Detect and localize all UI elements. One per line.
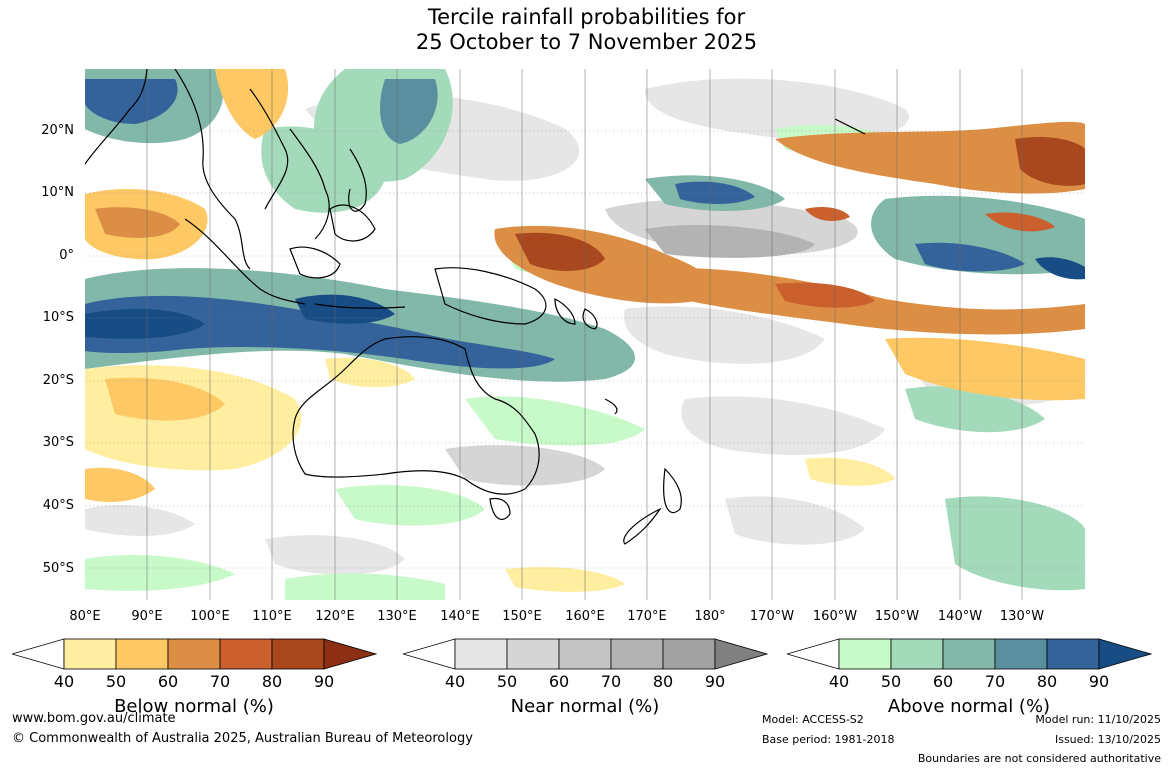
near-tick-70: 70 [600,672,622,691]
lon-label-140e: 140°E [440,609,480,624]
below-tick-80: 80 [261,672,283,691]
colorbar-segment [890,638,944,670]
above-tick-60: 60 [932,672,954,691]
colorbar-segment [115,638,169,670]
colorbar-segment [610,638,664,670]
map-title-line-1: Tercile rainfall probabilities for [427,5,746,29]
below-normal-title: Below normal (%) [114,696,274,717]
colorbar-segment [454,638,508,670]
colorbar-segment-high [714,638,769,670]
below-tick-40: 40 [53,672,75,691]
below-tick-50: 50 [105,672,127,691]
lon-label-90e: 90°E [131,609,163,624]
near-tick-90: 90 [704,672,726,691]
lat-label-20s: 20°S [42,373,74,388]
lon-label-160e: 160°E [565,609,605,624]
lon-label-180: 180° [694,609,726,624]
probability-map [85,69,1085,600]
model-name: Model: ACCESS-S2 [762,713,864,726]
colorbar-segment-high [323,638,378,670]
colorbar-segment-low [12,638,65,670]
above-normal-colorbar [787,638,1153,670]
meridians [146,69,1023,600]
near-tick-80: 80 [652,672,674,691]
lat-label-10n: 10°N [41,185,74,200]
colorbar-segment [167,638,221,670]
lat-label-20n: 20°N [41,123,74,138]
lon-label-130e: 130°E [377,609,417,624]
lon-label-170w: 170°W [749,609,795,624]
copyright: © Commonwealth of Australia 2025, Austra… [12,731,473,746]
near-normal-title: Near normal (%) [510,696,660,717]
lon-label-150e: 150°E [502,609,542,624]
rainfall-probability-field [85,69,1085,600]
above-normal-patches [85,69,1085,600]
lon-label-80e: 80°E [69,609,101,624]
colorbar-segment-high [1098,638,1153,670]
lat-label-50s: 50°S [42,561,74,576]
colorbar-segment [838,638,892,670]
above-tick-90: 90 [1088,672,1110,691]
below-tick-60: 60 [157,672,179,691]
below-normal-colorbar [12,638,378,670]
above-tick-40: 40 [828,672,850,691]
boundaries-disclaimer: Boundaries are not considered authoritat… [917,752,1161,765]
lon-label-100e: 100°E [190,609,230,624]
colorbar-segment [219,638,273,670]
issued-date: Issued: 13/10/2025 [1054,733,1161,746]
below-tick-90: 90 [313,672,335,691]
above-normal-title: Above normal (%) [887,696,1051,717]
colorbar-segment [1046,638,1100,670]
below-tick-70: 70 [209,672,231,691]
near-tick-60: 60 [548,672,570,691]
colorbar-segment [506,638,560,670]
lat-label-10s: 10°S [42,310,74,325]
lon-label-140w: 140°W [937,609,983,624]
lon-label-120e: 120°E [315,609,355,624]
colorbar-segment [662,638,716,670]
lat-label-40s: 40°S [42,498,74,513]
website-link[interactable]: www.bom.gov.au/climate [12,711,176,726]
colorbar-segment [942,638,996,670]
lon-label-170e: 170°E [627,609,667,624]
colorbar-segment-low [787,638,840,670]
coastlines [85,69,866,545]
model-run: Model run: 11/10/2025 [1035,713,1161,726]
base-period: Base period: 1981-2018 [762,733,895,746]
colorbar-segment [994,638,1048,670]
lon-label-150w: 150°W [874,609,920,624]
above-tick-50: 50 [880,672,902,691]
colorbar-segment [271,638,325,670]
colorbar-segment-low [403,638,456,670]
lon-label-110e: 110°E [252,609,292,624]
lon-label-160w: 160°W [812,609,858,624]
colorbar-segment [558,638,612,670]
above-tick-70: 70 [984,672,1006,691]
lon-label-130w: 130°W [999,609,1045,624]
lat-label-0: 0° [59,248,74,263]
lat-label-30s: 30°S [42,435,74,450]
colorbar-segment [63,638,117,670]
map-title-line-2: 25 October to 7 November 2025 [415,30,758,54]
near-normal-colorbar [403,638,769,670]
near-tick-40: 40 [444,672,466,691]
above-tick-80: 80 [1036,672,1058,691]
below-normal-patches [85,69,1085,592]
near-tick-50: 50 [496,672,518,691]
